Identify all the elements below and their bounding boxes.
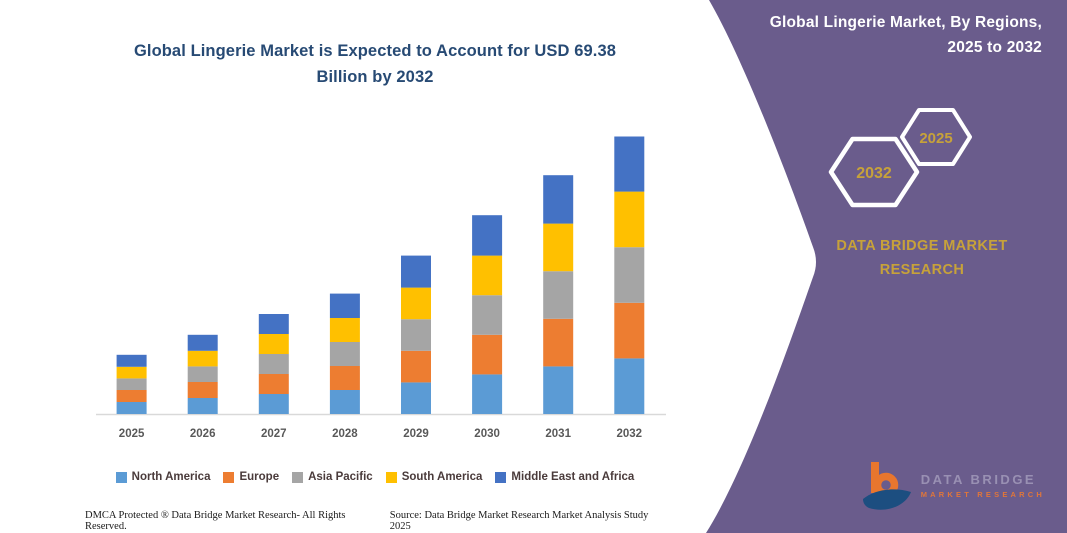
bar-segment-europe	[187, 382, 218, 398]
logo-swoosh	[862, 489, 911, 510]
legend-item-north-america: North America	[115, 471, 211, 483]
x-axis-label-2032: 2032	[617, 428, 643, 440]
legend-label: North America	[131, 471, 211, 483]
bar-segment-south-america	[116, 366, 147, 379]
bar-segment-asia-pacific	[472, 295, 503, 335]
legend-item-south-america: South America	[385, 471, 483, 483]
bar-segment-europe	[329, 366, 360, 390]
bar-segment-middle-east-and-africa	[472, 215, 503, 256]
logo-text-bottom: MARKET RESEARCH	[920, 489, 1045, 499]
legend-swatch-icon	[385, 471, 397, 483]
hexagon-badges: 2032 2025	[828, 108, 972, 208]
x-axis-label-2030: 2030	[474, 428, 500, 440]
bar-segment-south-america	[329, 318, 360, 342]
x-axis-label-2031: 2031	[545, 428, 571, 440]
bar-segment-europe	[614, 302, 645, 359]
hexagon-year-back: 2032	[856, 165, 892, 182]
logo-mark-icon	[862, 462, 911, 510]
x-axis-label-2026: 2026	[190, 428, 216, 440]
bar-segment-europe	[258, 374, 289, 394]
bar-segment-middle-east-and-africa	[258, 314, 289, 334]
data-bridge-logo: DATA BRIDGE MARKET RESEARCH	[861, 459, 1045, 511]
bar-segment-europe	[116, 390, 147, 402]
bar-segment-north-america	[472, 374, 503, 414]
chart-title-line2: Billion by 2032	[316, 68, 434, 86]
source-text: Source: Data Bridge Market Research Mark…	[389, 510, 649, 532]
bar-segment-south-america	[614, 191, 645, 248]
x-axis-label-2027: 2027	[261, 428, 287, 440]
logo-text-top: DATA BRIDGE	[920, 471, 1037, 487]
bar-segment-north-america	[329, 390, 360, 414]
bar-segment-south-america	[401, 287, 431, 320]
dmca-copyright-text: DMCA Protected ® Data Bridge Market Rese…	[85, 510, 346, 532]
legend-item-middle-east-and-africa: Middle East and Africa	[495, 471, 634, 483]
panel-title: Global Lingerie Market, By Regions, 2025…	[712, 10, 1042, 60]
legend-label: Middle East and Africa	[511, 471, 635, 483]
bar-segment-asia-pacific	[329, 342, 360, 366]
bar-segment-middle-east-and-africa	[329, 293, 360, 318]
x-axis-label-2028: 2028	[332, 428, 358, 440]
bar-series-group	[116, 136, 645, 414]
bar-segment-asia-pacific	[543, 271, 574, 319]
chart-legend: North America Europe Asia Pacific South Ame…	[60, 471, 690, 483]
bar-segment-europe	[543, 318, 574, 367]
legend-label: Europe	[239, 471, 280, 483]
x-axis-label-2029: 2029	[403, 428, 429, 440]
stacked-bar-chart: 2025 2026 2027 2028 2029 2030 2031 2032	[96, 136, 666, 440]
bar-segment-north-america	[258, 394, 289, 414]
panel-title-line2: 2025 to 2032	[947, 39, 1042, 56]
bar-segment-middle-east-and-africa	[187, 334, 218, 351]
x-axis-labels-group: 2025 2026 2027 2028 2029 2030 2031 2032	[119, 428, 642, 440]
legend-swatch-icon	[115, 471, 127, 483]
bar-segment-europe	[401, 350, 431, 383]
bar-segment-middle-east-and-africa	[401, 255, 431, 288]
bar-segment-north-america	[614, 358, 645, 414]
bar-segment-north-america	[401, 382, 431, 414]
panel-background	[706, 0, 1067, 533]
bar-segment-middle-east-and-africa	[543, 175, 574, 224]
footer: DMCA Protected ® Data Bridge Market Rese…	[85, 510, 672, 533]
bar-segment-south-america	[258, 334, 289, 354]
bar-segment-asia-pacific	[258, 354, 289, 374]
bar-segment-middle-east-and-africa	[614, 136, 645, 192]
x-axis-label-2025: 2025	[119, 428, 145, 440]
bar-segment-south-america	[543, 223, 574, 272]
legend-swatch-icon	[495, 471, 507, 483]
bar-segment-south-america	[187, 350, 218, 367]
bar-segment-asia-pacific	[187, 366, 218, 382]
bar-segment-north-america	[116, 402, 147, 414]
chart-title-line1: Global Lingerie Market is Expected to Ac…	[133, 42, 617, 60]
bar-segment-south-america	[472, 255, 503, 296]
bar-segment-north-america	[187, 398, 218, 414]
bar-segment-middle-east-and-africa	[116, 354, 147, 367]
chart-title: Global Lingerie Market is Expected to Ac…	[75, 38, 675, 90]
legend-item-asia-pacific: Asia Pacific	[292, 471, 373, 483]
bar-segment-asia-pacific	[401, 319, 431, 351]
bar-segment-north-america	[543, 366, 574, 414]
legend-swatch-icon	[223, 471, 235, 483]
hexagon-2025	[900, 108, 972, 166]
hexagon-2032	[828, 136, 920, 208]
panel-title-line1: Global Lingerie Market, By Regions,	[769, 14, 1042, 31]
legend-swatch-icon	[292, 471, 304, 483]
legend-label: South America	[401, 471, 483, 483]
hexagon-year-front: 2025	[919, 130, 952, 147]
brand-wordmark: DATA BRIDGE MARKET RESEARCH	[836, 238, 1008, 278]
bar-segment-europe	[472, 334, 503, 375]
bar-segment-asia-pacific	[614, 247, 645, 303]
legend-item-europe: Europe	[223, 471, 279, 483]
legend-label: Asia Pacific	[308, 471, 373, 483]
bar-segment-asia-pacific	[116, 378, 147, 390]
